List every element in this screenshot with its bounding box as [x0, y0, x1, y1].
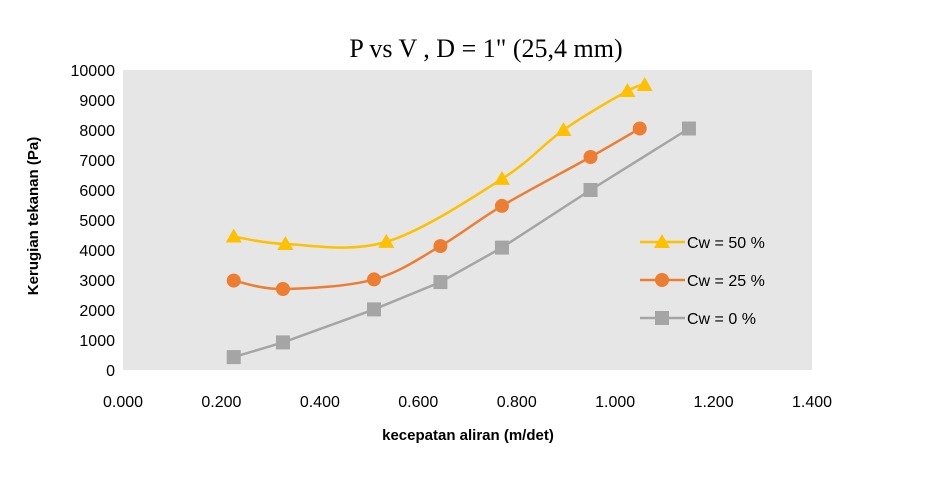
x-axis-label: kecepatan aliran (m/det) — [382, 427, 554, 444]
x-tick-label: 0.200 — [201, 394, 241, 411]
series-circle — [226, 121, 647, 296]
y-axis-label: Kerugian tekanan (Pa) — [25, 137, 42, 295]
data-point — [681, 121, 696, 136]
x-tick-label: 1.200 — [694, 394, 734, 411]
data-point — [366, 272, 381, 287]
y-tick-label: 4000 — [79, 243, 115, 260]
x-tick-label: 0.000 — [103, 394, 143, 411]
y-tick-labels: 0 1000 2000 3000 4000 5000 6000 7000 8000 9000 100… — [71, 63, 116, 380]
y-tick-label: 5000 — [79, 213, 115, 230]
data-point — [632, 121, 647, 136]
legend-item: Cw = 50 % — [640, 234, 765, 252]
x-tick-label: 0.600 — [398, 394, 438, 411]
data-point — [583, 150, 598, 164]
data-point — [366, 302, 381, 317]
data-point — [494, 240, 509, 255]
data-point — [225, 228, 242, 243]
legend-label: Cw = 25 % — [687, 273, 765, 290]
data-point — [494, 198, 509, 213]
data-point — [226, 350, 241, 365]
series-triangle — [225, 77, 653, 250]
x-tick-label: 0.800 — [497, 394, 537, 411]
chart-title: P vs V , D = 1" (25,4 mm) — [349, 34, 622, 63]
y-tick-label: 3000 — [79, 273, 115, 290]
data-point — [378, 233, 395, 248]
y-tick-label: 2000 — [79, 303, 115, 320]
series-square — [226, 121, 696, 365]
y-tick-label: 1000 — [79, 333, 115, 350]
plot-area — [123, 70, 812, 370]
x-tick-label: 0.400 — [300, 394, 340, 411]
data-point — [275, 335, 290, 350]
legend: Cw = 50 % Cw = 25 % Cw = 0 % — [640, 234, 765, 328]
data-point — [493, 170, 510, 185]
y-tick-label: 7000 — [79, 153, 115, 170]
y-tick-label: 9000 — [79, 93, 115, 110]
y-tick-label: 10000 — [71, 63, 116, 80]
data-point — [433, 239, 448, 254]
data-point — [277, 236, 294, 250]
y-tick-label: 6000 — [79, 183, 115, 200]
y-tick-label: 0 — [106, 363, 115, 380]
legend-label: Cw = 0 % — [687, 311, 756, 328]
legend-label: Cw = 50 % — [687, 235, 765, 252]
data-point — [636, 77, 653, 91]
legend-marker — [655, 311, 669, 325]
x-tick-label: 1.000 — [595, 394, 635, 411]
x-tick-label: 1.400 — [792, 394, 832, 411]
legend-item: Cw = 25 % — [640, 273, 765, 290]
data-point — [275, 282, 290, 296]
legend-marker — [654, 234, 670, 248]
y-tick-label: 8000 — [79, 123, 115, 140]
legend-marker — [655, 273, 669, 287]
data-point — [226, 273, 241, 288]
data-point — [433, 275, 448, 290]
data-point — [583, 183, 598, 197]
data-point — [619, 83, 636, 97]
series-layer — [225, 77, 696, 365]
data-point — [555, 122, 572, 136]
legend-item: Cw = 0 % — [640, 311, 756, 328]
x-tick-labels: 0.000 0.200 0.400 0.600 0.800 1.000 1.200 1.400 — [103, 394, 832, 411]
